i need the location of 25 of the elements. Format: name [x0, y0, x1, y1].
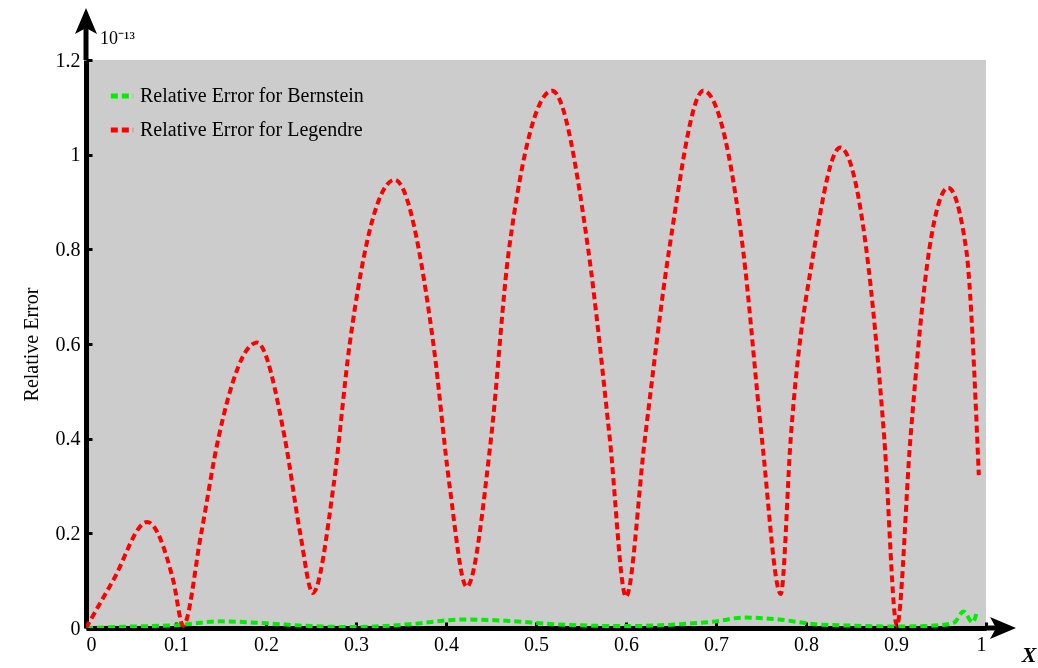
y-tick-label: 0.6 — [55, 332, 81, 355]
x-tick-label: 0.1 — [164, 632, 189, 655]
x-tick-label: 0.4 — [434, 632, 459, 655]
line-series — [86, 88, 981, 628]
y-tick-label: 0.4 — [55, 427, 81, 450]
x-tick-label: 0.5 — [524, 632, 549, 655]
x-tick-label: 0.2 — [254, 632, 279, 655]
text: 10⁻¹³ — [100, 28, 136, 48]
x-tick-label: 0.8 — [794, 632, 819, 655]
y-tick-label: 1 — [70, 143, 81, 166]
y-tick-label: 0.8 — [55, 237, 81, 260]
legend-label: Relative Error for Legendre — [140, 118, 363, 141]
y-axis-title: Relative Error — [19, 287, 42, 402]
x-tick-label: 0 — [86, 632, 97, 655]
x-tick-label: 1 — [976, 632, 987, 655]
legend-label: Relative Error for Bernstein — [140, 84, 364, 106]
x-axis-title: X — [1020, 641, 1038, 667]
x-tick-label: 0.9 — [884, 632, 909, 655]
x-tick-label: 0.6 — [614, 632, 639, 655]
y-tick-label: 0 — [70, 616, 81, 639]
y-tick-label: 0.2 — [55, 521, 81, 544]
y-tick-label: 1.2 — [55, 48, 81, 71]
x-tick-label: 0.3 — [344, 632, 369, 655]
x-tick-label: 0.7 — [704, 632, 729, 655]
line-series — [86, 609, 979, 628]
